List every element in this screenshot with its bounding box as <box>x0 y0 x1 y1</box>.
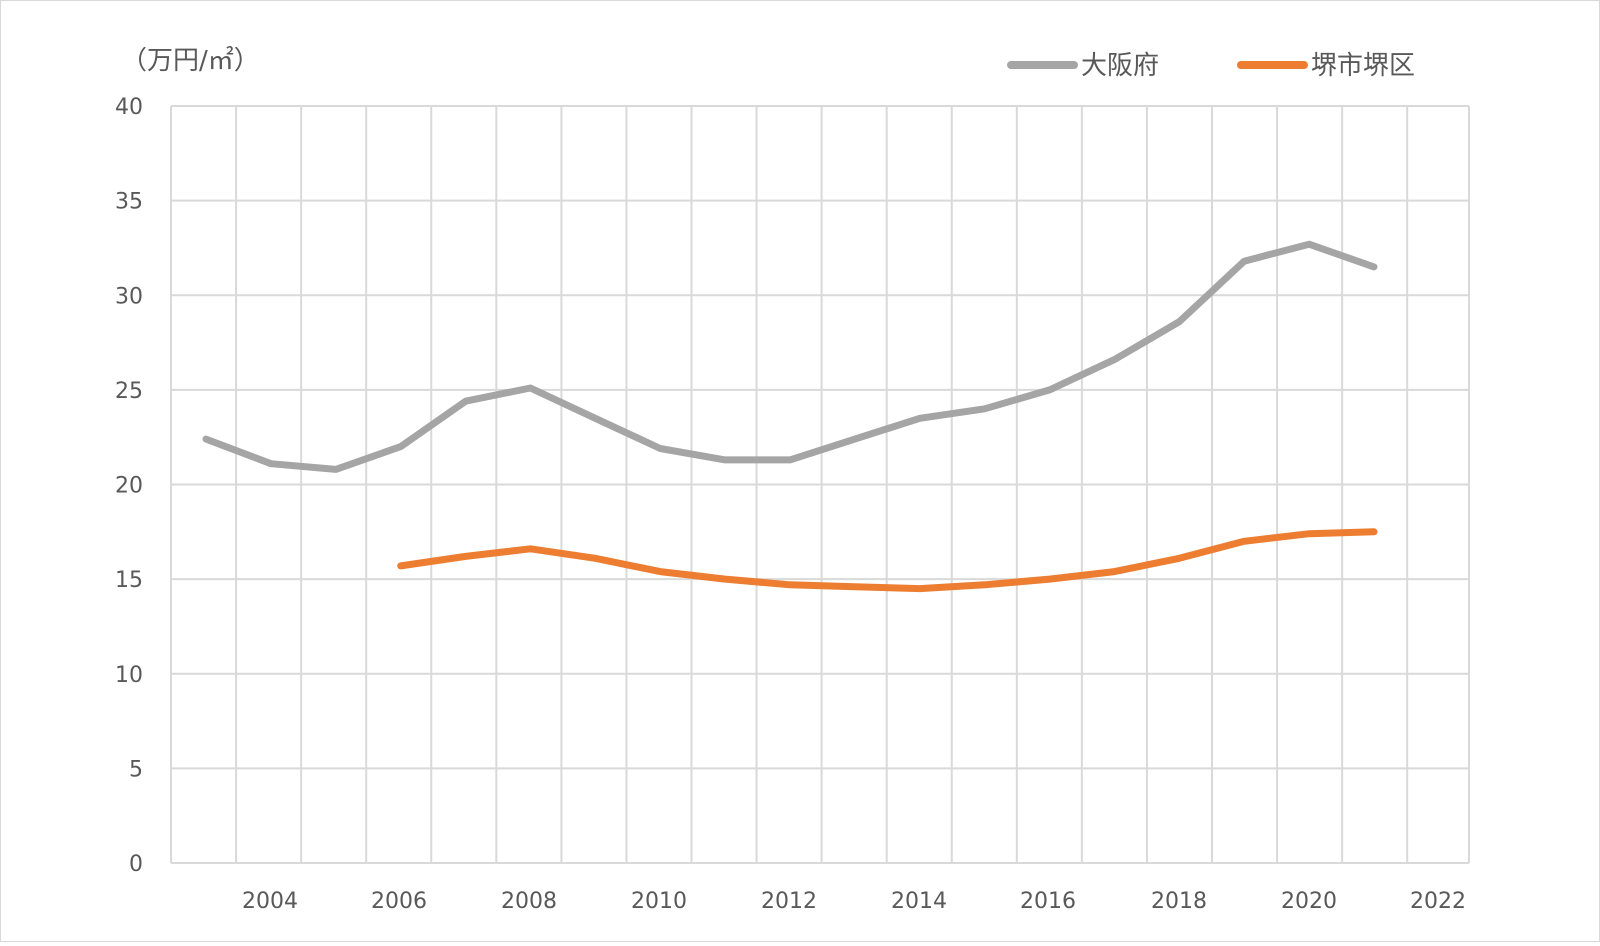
x-tick-label-2006: 2006 <box>371 889 427 914</box>
x-tick-label-2016: 2016 <box>1020 889 1076 914</box>
y-tick-label-5: 5 <box>129 757 143 782</box>
grid <box>170 105 1470 864</box>
y-tick-label-20: 20 <box>115 474 143 499</box>
x-tick-label-2004: 2004 <box>242 889 298 914</box>
y-tick-label-40: 40 <box>115 95 143 120</box>
x-tick-label-2020: 2020 <box>1281 889 1337 914</box>
series-line-2 <box>397 528 1378 593</box>
y-tick-label-0: 0 <box>129 852 143 877</box>
y-axis-ticks: 0 5 10 15 20 25 30 35 40 <box>115 95 143 877</box>
series-lines <box>202 240 1378 593</box>
y-tick-label-10: 10 <box>115 663 143 688</box>
y-tick-label-25: 25 <box>115 379 143 404</box>
y-tick-label-15: 15 <box>115 568 143 593</box>
x-tick-label-2014: 2014 <box>891 889 947 914</box>
x-tick-label-2018: 2018 <box>1151 889 1207 914</box>
y-unit-label: （万円/㎡） <box>121 46 260 76</box>
x-tick-label-2010: 2010 <box>631 889 687 914</box>
legend-label-1: 大阪府 <box>1081 51 1159 81</box>
x-tick-label-2008: 2008 <box>501 889 557 914</box>
x-tick-label-2012: 2012 <box>761 889 817 914</box>
y-tick-label-35: 35 <box>115 190 143 215</box>
x-axis-ticks: 2004 2006 2008 2010 2012 2014 2016 2018 2020 2022 <box>242 889 1466 914</box>
legend: 大阪府 堺市堺区 <box>1007 51 1415 81</box>
x-tick-label-2022: 2022 <box>1410 889 1466 914</box>
y-tick-label-30: 30 <box>115 284 143 309</box>
legend-label-2: 堺市堺区 <box>1311 51 1415 81</box>
series-line-1 <box>202 240 1378 473</box>
